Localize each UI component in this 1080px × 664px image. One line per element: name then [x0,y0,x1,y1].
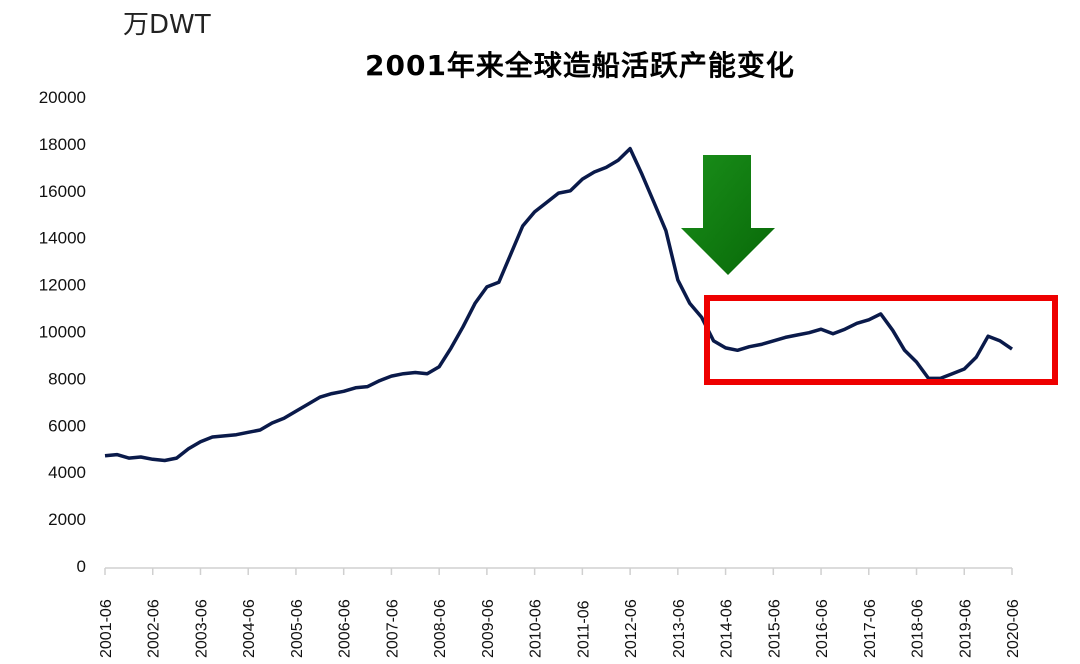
x-tick-label: 2012-06 [623,599,640,658]
x-axis: 2001-06 2002-06 2003-06 2004-06 2005-06 2006-… [98,567,1022,658]
x-tick-label: 2009-06 [480,599,497,658]
x-tick-label: 2004-06 [241,599,258,658]
chart-title: 2001年来全球造船活跃产能变化 [365,49,795,82]
x-tick-label: 2013-06 [671,599,688,658]
x-tick-label: 2001-06 [98,599,115,658]
highlight-box [704,295,1058,385]
y-tick-label: 18000 [39,135,86,154]
y-tick-label: 2000 [48,510,86,529]
x-tick-label: 2003-06 [193,599,210,658]
capacity-line [104,146,1013,463]
y-tick-label: 8000 [48,369,86,388]
y-tick-label: 20000 [39,88,86,107]
x-tick-label: 2019-06 [957,599,974,658]
x-tick-label: 2020-06 [1005,599,1022,658]
x-tick-label: 2010-06 [528,599,545,658]
x-tick-label: 2005-06 [289,599,306,658]
y-tick-label: 14000 [39,229,86,248]
x-tick-label: 2017-06 [862,599,879,658]
y-tick-label: 10000 [39,323,86,342]
x-tick-label: 2018-06 [910,599,927,658]
y-tick-label: 4000 [48,463,86,482]
x-tick-label: 2011-06 [575,600,592,658]
down-arrow-icon [681,155,775,275]
x-tick-label: 2016-06 [814,599,831,658]
x-tick-label: 2006-06 [337,599,354,658]
y-tick-label: 12000 [39,276,86,295]
y-axis: 0 2000 4000 6000 8000 10000 12000 14000 16000 180… [39,88,86,576]
x-tick-label: 2008-06 [432,599,449,658]
y-axis-unit-label: 万DWT [123,10,211,40]
y-tick-label: 6000 [48,416,86,435]
y-tick-label: 16000 [39,182,86,201]
y-tick-label: 0 [77,557,86,576]
x-tick-label: 2002-06 [146,599,163,658]
x-tick-label: 2007-06 [384,599,401,658]
x-tick-label: 2014-06 [719,599,736,658]
x-tick-label: 2015-06 [766,599,783,658]
